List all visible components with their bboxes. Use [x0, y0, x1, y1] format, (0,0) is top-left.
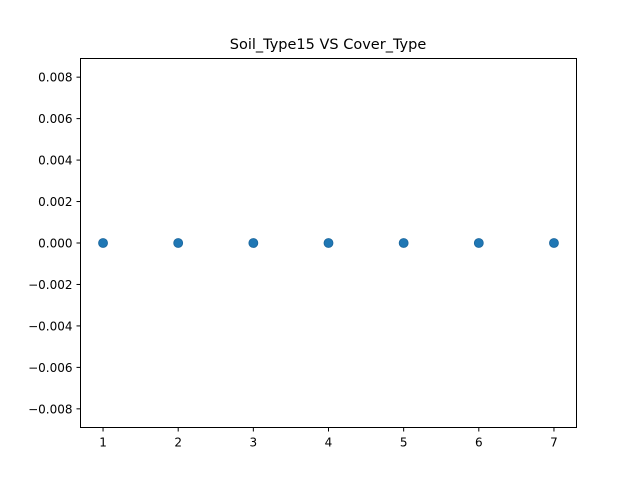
y-axis: −0.008 −0.006 −0.004 −0.002 0.000 0.002 0.004 0…: [28, 71, 81, 416]
y-tick-label: 0.008: [38, 71, 72, 85]
y-tick-label: 0.002: [38, 195, 72, 209]
x-tick-label: 3: [250, 436, 258, 450]
data-point: [173, 238, 184, 248]
x-tick-label: 2: [174, 436, 182, 450]
chart-title: Soil_Type15 VS Cover_Type: [230, 37, 427, 53]
x-axis: 1 2 3 4 5 6 7: [99, 427, 558, 450]
x-tick-label: 1: [99, 436, 107, 450]
y-tick-label: −0.008: [28, 402, 72, 416]
data-point: [473, 238, 484, 248]
data-point: [323, 238, 334, 248]
data-point: [549, 238, 559, 248]
x-tick-label: 4: [325, 436, 333, 450]
y-tick-label: 0.006: [38, 112, 72, 126]
y-tick-label: −0.006: [28, 361, 72, 375]
x-tick-label: 6: [475, 436, 483, 450]
y-tick-label: 0.004: [38, 154, 72, 168]
y-tick-label: −0.004: [28, 319, 72, 333]
data-point: [98, 238, 108, 248]
x-tick-label: 5: [400, 436, 408, 450]
y-tick-label: −0.002: [28, 278, 72, 292]
data-point: [398, 238, 409, 248]
data-point: [248, 238, 259, 248]
y-tick-label: 0.000: [38, 237, 72, 251]
data-points: [98, 238, 559, 248]
x-tick-label: 7: [550, 436, 558, 450]
